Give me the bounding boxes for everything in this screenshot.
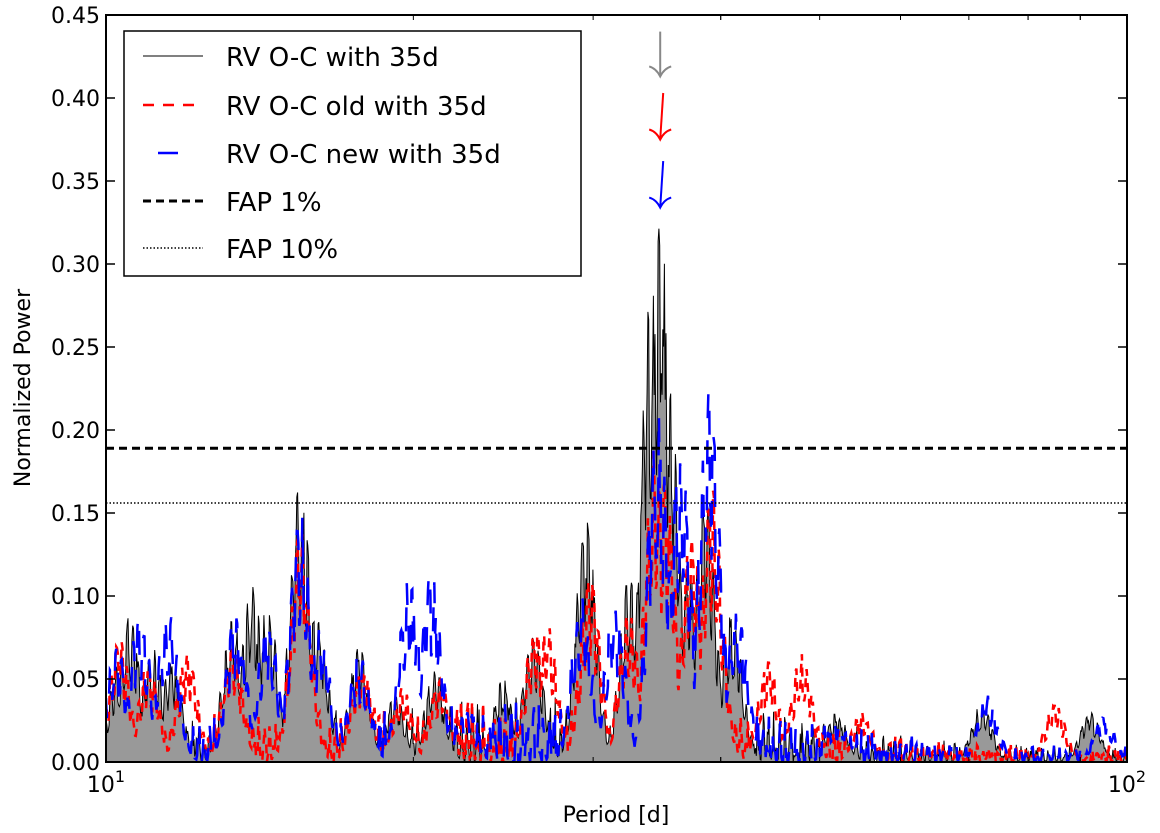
y-tick-label: 0.20 bbox=[51, 419, 100, 444]
legend-entry-fap-1: FAP 1% bbox=[226, 188, 322, 218]
y-tick-label: 0.00 bbox=[51, 751, 100, 776]
y-tick-label: 0.40 bbox=[51, 87, 100, 112]
y-tick-label: 0.05 bbox=[51, 668, 100, 693]
y-axis-label: Normalized Power bbox=[11, 288, 36, 487]
legend-entry-fap-10: FAP 10% bbox=[226, 235, 338, 265]
plot-content bbox=[106, 228, 1127, 762]
peak-arrow-2 bbox=[648, 92, 672, 142]
axis-ticks: 0.00 0.05 0.10 0.15 0.20 0.25 0.30 0.35 0.40 0.45… bbox=[51, 4, 1146, 798]
x-tick-label: 102 bbox=[1108, 767, 1146, 798]
series-rv-oc-new-line bbox=[106, 391, 1127, 762]
plot-frame bbox=[105, 14, 1128, 763]
legend: RV O-C with 35d RV O-C old with 35d RV O… bbox=[123, 30, 582, 277]
x-axis-label: Period [d] bbox=[563, 803, 670, 828]
legend-entry-rv-oc-new: RV O-C new with 35d bbox=[226, 140, 501, 170]
y-tick-label: 0.35 bbox=[51, 170, 100, 195]
y-tick-label: 0.30 bbox=[51, 253, 100, 278]
legend-box bbox=[123, 30, 582, 277]
x-tick-label: 101 bbox=[87, 767, 125, 798]
y-tick-label: 0.10 bbox=[51, 585, 100, 610]
peak-arrow-3 bbox=[648, 161, 672, 210]
peak-arrow-1 bbox=[648, 31, 672, 79]
y-tick-label: 0.25 bbox=[51, 336, 100, 361]
legend-entry-rv-oc: RV O-C with 35d bbox=[226, 43, 439, 73]
y-tick-label: 0.15 bbox=[51, 502, 100, 527]
peak-arrows bbox=[648, 31, 672, 210]
series-rv-oc-old-line bbox=[106, 451, 1127, 762]
fap-lines bbox=[106, 446, 1127, 504]
y-tick-label: 0.45 bbox=[51, 4, 100, 29]
legend-entry-rv-oc-old: RV O-C old with 35d bbox=[226, 92, 487, 122]
